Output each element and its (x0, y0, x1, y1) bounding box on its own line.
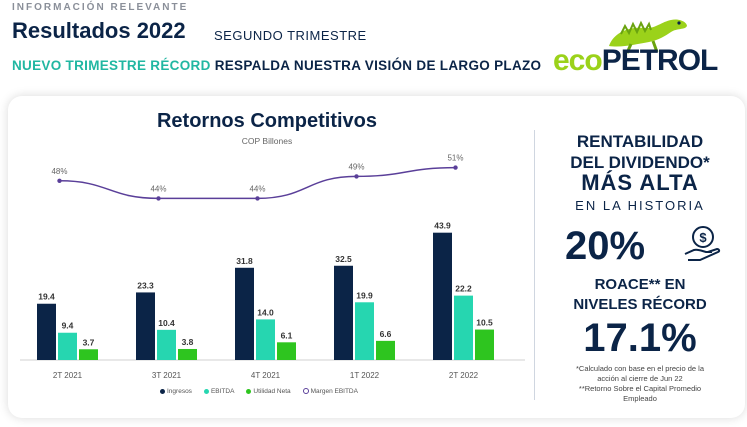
legend-item: Margen EBITDA (302, 388, 358, 395)
kicker: INFORMACIÓN RELEVANTE (12, 2, 189, 13)
bar-value-label: 22.2 (455, 284, 472, 294)
legend-swatch (203, 388, 209, 394)
bar-value-label: 19.9 (356, 290, 373, 300)
bar-value-label: 10.4 (158, 318, 175, 328)
margin-label: 48% (51, 167, 67, 176)
margin-point (156, 196, 161, 201)
bar-ebitda (454, 295, 473, 360)
content-panel (8, 96, 745, 418)
legend-label: EBITDA (210, 388, 235, 395)
company-logo: ecoPETROL (553, 12, 738, 78)
bar-value-label: 10.5 (476, 318, 493, 328)
bar-utilidad-neta (277, 342, 296, 360)
bar-ebitda (58, 332, 77, 360)
x-tick-label: 2T 2021 (53, 371, 83, 380)
roace-heading: ROACE** EN NIVELES RÉCORD (573, 276, 707, 313)
divider (534, 130, 535, 400)
legend-swatch (160, 388, 165, 394)
bar-value-label: 23.3 (137, 280, 154, 290)
legend-label: Utilidad Neta (253, 388, 291, 395)
bar-value-label: 19.4 (38, 292, 55, 302)
bar-ingresos (433, 232, 452, 360)
margin-point (354, 174, 359, 179)
dividend-heading: RENTABILIDAD DEL DIVIDENDO* (570, 132, 710, 172)
dividend-highlight: MÁS ALTA (581, 170, 699, 195)
footnotes: *Calculado con base en el precio de la a… (575, 364, 704, 403)
margin-label: 51% (447, 154, 463, 163)
logo-text: ecoPETROL (553, 44, 718, 77)
bar-ingresos (235, 267, 254, 360)
legend-label: Margen EBITDA (310, 388, 358, 395)
x-tick-label: 4T 2021 (251, 371, 281, 380)
dollar-hand-icon: $ (684, 226, 721, 261)
margin-line (59, 166, 456, 200)
bar-value-label: 31.8 (236, 256, 253, 266)
svg-text:$: $ (699, 230, 707, 245)
chart-title: Retornos Competitivos (156, 110, 378, 132)
margin-label: 49% (348, 162, 364, 171)
bar-utilidad-neta (376, 340, 395, 360)
header: INFORMACIÓN RELEVANTE Resultados 2022 SE… (0, 0, 747, 95)
page-title: Resultados 2022 (12, 18, 186, 43)
tagline: NUEVO TRIMESTRE RÉCORD RESPALDA NUESTRA … (12, 58, 541, 73)
bar-utilidad-neta (178, 348, 197, 360)
dividend-subheading: EN LA HISTORIA (575, 198, 705, 213)
bar-value-label: 14.0 (257, 307, 274, 317)
legend-item: EBITDA (203, 388, 235, 395)
returns-chart: 19.4 9.4 3.7 2T 2021 23.3 10.4 3.8 3T 2021 31.8 1… (20, 154, 525, 380)
margin-point (57, 178, 62, 183)
bar-ebitda (256, 319, 275, 360)
legend-label: Ingresos (167, 388, 192, 395)
bar-value-label: 9.4 (62, 321, 74, 331)
iguana-icon (609, 19, 687, 54)
legend-item: Ingresos (160, 388, 192, 395)
roace-value: 17.1% (583, 316, 697, 360)
margin-label: 44% (150, 184, 166, 193)
legend-swatch (302, 388, 309, 395)
bar-value-label: 6.6 (380, 329, 392, 339)
bar-ebitda (355, 302, 374, 360)
bar-utilidad-neta (475, 329, 494, 360)
margin-point (453, 165, 458, 170)
bar-ingresos (136, 292, 155, 360)
page-subtitle: SEGUNDO TRIMESTRE (214, 28, 367, 43)
bar-utilidad-neta (79, 349, 98, 360)
margin-point (255, 196, 260, 201)
tagline-rest: RESPALDA NUESTRA VISIÓN DE LARGO PLAZO (214, 58, 542, 73)
bar-value-label: 6.1 (281, 330, 293, 340)
bar-ebitda (157, 329, 176, 360)
chart-legend: Ingresos EBITDA Utilidad Neta Margen EBITDA (160, 388, 370, 395)
bar-value-label: 3.7 (83, 337, 95, 347)
bar-value-label: 32.5 (335, 254, 352, 264)
x-tick-label: 3T 2021 (152, 371, 182, 380)
bar-ingresos (37, 303, 56, 360)
x-tick-label: 2T 2022 (449, 371, 479, 380)
x-tick-label: 1T 2022 (350, 371, 380, 380)
bar-value-label: 3.8 (182, 337, 194, 347)
dividend-value: 20% (565, 224, 646, 268)
bar-ingresos (334, 265, 353, 360)
legend-item: Utilidad Neta (246, 388, 291, 395)
chart-subtitle: COP Billones (241, 136, 293, 146)
bar-value-label: 43.9 (434, 221, 451, 231)
margin-label: 44% (249, 184, 265, 193)
tagline-highlight: NUEVO TRIMESTRE RÉCORD (12, 58, 211, 73)
legend-swatch (246, 388, 252, 394)
